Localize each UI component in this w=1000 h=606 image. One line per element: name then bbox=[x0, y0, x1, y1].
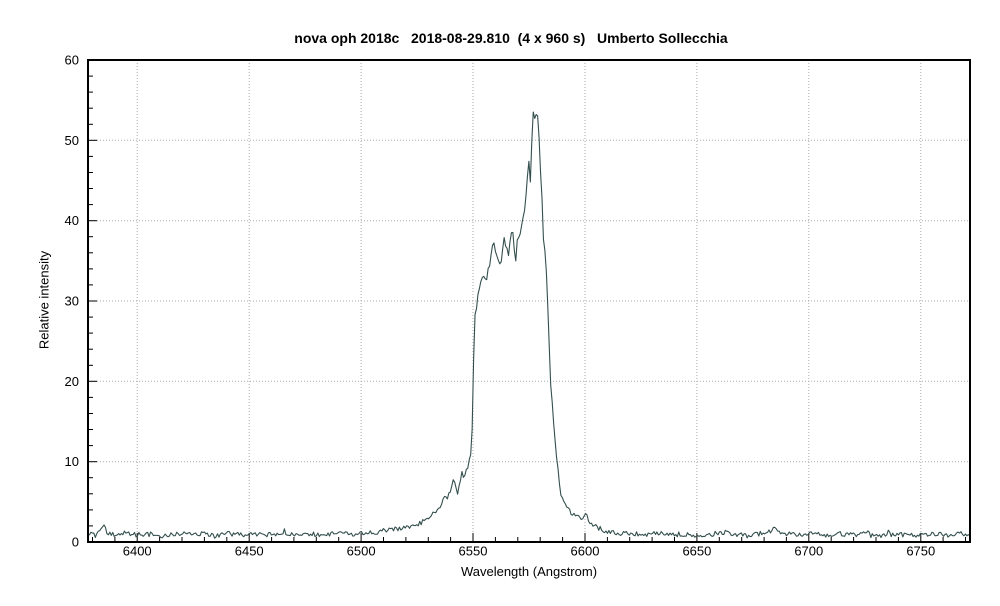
y-tick-label: 30 bbox=[65, 294, 79, 309]
plot-frame bbox=[87, 59, 971, 543]
x-tick-label: 6550 bbox=[459, 544, 488, 559]
x-tick-label: 6450 bbox=[235, 544, 264, 559]
x-tick-label: 6400 bbox=[123, 544, 152, 559]
spectrum-line bbox=[87, 111, 971, 539]
x-tick-label: 6700 bbox=[794, 544, 823, 559]
x-tick-label: 6650 bbox=[682, 544, 711, 559]
chart-title: nova oph 2018c 2018-08-29.810 (4 x 960 s… bbox=[294, 30, 728, 46]
y-tick-label: 60 bbox=[65, 53, 79, 68]
x-tick-label: 6600 bbox=[571, 544, 600, 559]
y-tick-label: 0 bbox=[72, 535, 79, 550]
y-tick-label: 10 bbox=[65, 454, 79, 469]
y-tick-label: 50 bbox=[65, 133, 79, 148]
y-tick-label: 20 bbox=[65, 374, 79, 389]
x-tick-label: 6500 bbox=[347, 544, 376, 559]
y-tick-label: 40 bbox=[65, 213, 79, 228]
x-tick-label: 6750 bbox=[906, 544, 935, 559]
x-axis-title: Wavelength (Angstrom) bbox=[460, 564, 598, 579]
